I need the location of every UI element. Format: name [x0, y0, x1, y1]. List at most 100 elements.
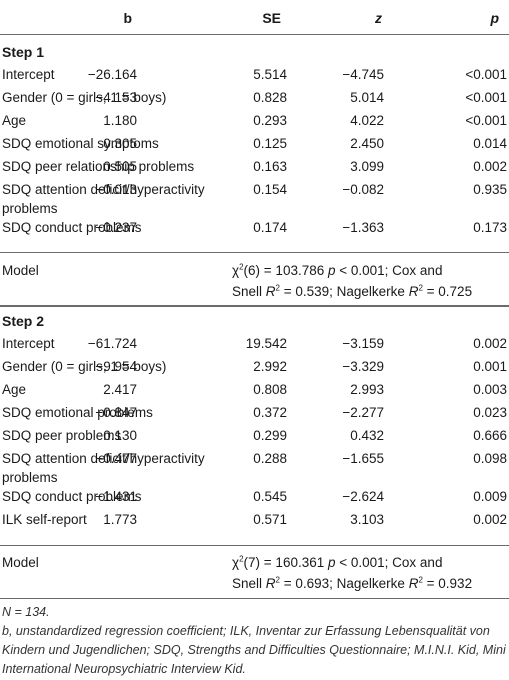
model-line2b: = 0.539; Nagelkerke [279, 284, 409, 299]
row-label: SDQ emotional problems [2, 405, 153, 420]
table-row: Gender (0 = girls, 1 = boys) −9.954 2.992 −… [0, 355, 509, 378]
cell-p: <0.001 [465, 113, 507, 128]
r2-symbol: R [408, 576, 419, 591]
cell-z: 0.432 [350, 428, 384, 443]
cell-z: 2.450 [350, 136, 384, 151]
cell-b: −26.164 [87, 67, 137, 82]
step1-model-label: Model [2, 263, 39, 278]
cell-se: 0.288 [253, 451, 287, 466]
cell-se: 0.174 [253, 220, 287, 235]
header-se: SE [262, 10, 281, 26]
r-symbol: R [265, 576, 276, 591]
row-label: Age [2, 382, 27, 397]
cell-p: <0.001 [465, 90, 507, 105]
row-label: Intercept [2, 336, 55, 351]
row-label: Intercept [2, 67, 55, 82]
model-line2a: Snell [232, 284, 266, 299]
step2-title: Step 2 [2, 313, 45, 329]
cell-p: 0.023 [473, 405, 507, 420]
cell-se: 0.808 [253, 382, 287, 397]
row-label: SDQ attention deficit/hyperactivity probl… [2, 449, 222, 487]
table-row: SDQ conduct problems −1.431 0.545 −2.624 0.0… [0, 485, 509, 508]
cell-se: 5.514 [253, 67, 287, 82]
row-label: SDQ peer problems [2, 428, 122, 443]
cell-se: 19.542 [245, 336, 287, 351]
cell-se: 0.299 [253, 428, 287, 443]
table-row: SDQ peer problems 0.130 0.299 0.432 0.666 [0, 424, 509, 447]
r-sup: 2 [275, 283, 280, 293]
row-label: Gender (0 = girls, 1 = boys) [2, 359, 167, 374]
row-label: SDQ attention deficit/hyperactivity probl… [2, 180, 222, 218]
header-rule [0, 34, 509, 35]
cell-se: 0.163 [253, 159, 287, 174]
row-label: ILK self-report [2, 512, 87, 527]
footer-rule [0, 598, 509, 599]
cell-z: −2.277 [342, 405, 384, 420]
cell-b: −9.954 [95, 359, 137, 374]
cell-z: −3.159 [342, 336, 384, 351]
row-label: SDQ emotional symptoms [2, 136, 159, 151]
table-row: SDQ conduct problems −0.237 0.174 −1.363 0.1… [0, 216, 509, 239]
step1-title: Step 1 [2, 44, 45, 60]
cell-z: −0.082 [342, 182, 384, 197]
row-label: SDQ peer relationship problems [2, 159, 195, 174]
row-label-line1: SDQ attention deficit/hyperactivity [2, 182, 205, 197]
table-row: SDQ emotional symptoms 0.305 0.125 2.450 0.0… [0, 132, 509, 155]
table-row: SDQ emotional problems −0.847 0.372 −2.277 0… [0, 401, 509, 424]
cell-z: −1.363 [342, 220, 384, 235]
cell-z: 3.103 [350, 512, 384, 527]
cell-b: 0.130 [103, 428, 137, 443]
cell-b: 0.505 [103, 159, 137, 174]
row-label-line1: SDQ attention deficit/hyperactivity [2, 451, 205, 466]
step2-model-text: χ2(7) = 160.361 p < 0.001; Cox and Snell… [232, 552, 508, 594]
header-p: p [490, 10, 499, 26]
model-stat: (7) = 160.361 [243, 555, 328, 570]
p-symbol: p [327, 555, 336, 570]
model-line2c: = 0.932 [422, 576, 473, 591]
cell-z: 2.993 [350, 382, 384, 397]
cell-p: 0.009 [473, 489, 507, 504]
header-b: b [123, 10, 132, 26]
cell-p: 0.014 [473, 136, 507, 151]
cell-p: 0.002 [473, 159, 507, 174]
cell-p: 0.098 [473, 451, 507, 466]
chi-symbol: χ [232, 263, 240, 278]
row-label: Age [2, 113, 27, 128]
cell-b: 0.305 [103, 136, 137, 151]
cell-se: 0.545 [253, 489, 287, 504]
table-row: Intercept −26.164 5.514 −4.745 <0.001 [0, 63, 509, 86]
table-row: Age 1.180 0.293 4.022 <0.001 [0, 109, 509, 132]
step2-model-label: Model [2, 555, 39, 570]
row-label-line2: problems [2, 201, 58, 216]
cell-p: 0.173 [473, 220, 507, 235]
table-row: SDQ attention deficit/hyperactivity probl… [0, 178, 509, 216]
table-row: SDQ peer relationship problems 0.505 0.163… [0, 155, 509, 178]
step2-model-rule [0, 545, 509, 546]
r2-symbol: R [408, 284, 419, 299]
chi-symbol: χ [232, 555, 240, 570]
cell-p: 0.003 [473, 382, 507, 397]
cell-b: −0.013 [95, 182, 137, 197]
row-label: SDQ conduct problems [2, 220, 142, 235]
cell-se: 0.372 [253, 405, 287, 420]
cell-p: 0.935 [473, 182, 507, 197]
step1-model-rule [0, 252, 509, 253]
model-line2c: = 0.725 [422, 284, 473, 299]
cell-z: 3.099 [350, 159, 384, 174]
cell-b: 1.773 [103, 512, 137, 527]
step-divider [0, 305, 509, 307]
table-row: Gender (0 = girls, 1 = boys) −4.153 0.828 5… [0, 86, 509, 109]
cell-se: 0.125 [253, 136, 287, 151]
row-label-line2: problems [2, 470, 58, 485]
step1-model-text: χ2(6) = 103.786 p < 0.001; Cox and Snell… [232, 260, 508, 302]
cell-b: −1.431 [95, 489, 137, 504]
cell-z: −1.655 [342, 451, 384, 466]
chi-sup: 2 [239, 262, 244, 272]
table-row: Age 2.417 0.808 2.993 0.003 [0, 378, 509, 401]
cell-z: −3.329 [342, 359, 384, 374]
cell-p: 0.001 [473, 359, 507, 374]
p-symbol: p [327, 263, 336, 278]
row-label: SDQ conduct problems [2, 489, 142, 504]
cell-se: 0.828 [253, 90, 287, 105]
